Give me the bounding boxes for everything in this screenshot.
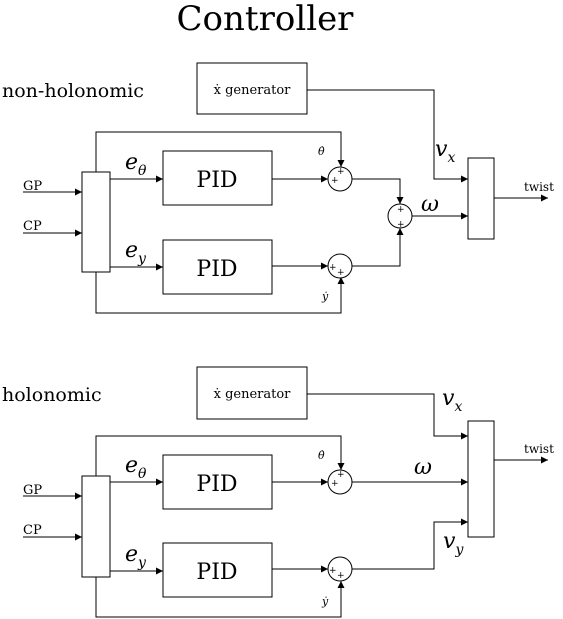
- pid-theta-label: PID: [196, 168, 237, 193]
- theta-dot-label: θ̇: [318, 145, 325, 158]
- theta-dot-label: θ̇: [318, 449, 325, 462]
- err-y-label: ey: [125, 238, 147, 267]
- current-pose-label: CP: [23, 219, 42, 234]
- twist-output-label: twist: [524, 442, 554, 456]
- plus-sign: +: [337, 571, 345, 581]
- plus-sign: +: [331, 479, 339, 489]
- holonomic-section: holonomic ẋ generator GP CP PID PID eθ e…: [2, 367, 554, 617]
- plus-sign: +: [337, 167, 345, 177]
- error-block: [82, 172, 110, 272]
- y-dot-label: ẏ: [321, 595, 329, 608]
- generator-label: ẋ generator: [214, 387, 292, 402]
- plus-sign: +: [397, 205, 405, 215]
- twist-mux-block: [468, 421, 494, 537]
- vy-label: vy: [443, 529, 464, 558]
- section-label: non-holonomic: [2, 80, 144, 102]
- plus-sign: +: [397, 220, 405, 230]
- omega-label: ω: [414, 455, 432, 480]
- current-pose-label: CP: [23, 523, 42, 538]
- pid-y-label: PID: [196, 257, 237, 282]
- twist-mux-block: [468, 158, 494, 239]
- vx-label: vx: [442, 386, 462, 415]
- y-dot-label: ẏ: [321, 290, 329, 303]
- non-holonomic-section: non-holonomic ẋ generator GP CP PID PID …: [2, 63, 554, 313]
- omega-label: ω: [421, 192, 439, 217]
- plus-sign: +: [329, 263, 337, 273]
- pid-y-label: PID: [196, 560, 237, 585]
- err-theta-label: eθ: [125, 453, 147, 482]
- diagram-title: Controller: [177, 0, 355, 39]
- vx-arrow: [307, 90, 468, 179]
- twist-output-label: twist: [524, 180, 554, 194]
- plus-sign: +: [329, 566, 337, 576]
- pid-theta-label: PID: [196, 472, 237, 497]
- y-sum-out: [352, 228, 400, 266]
- error-block: [82, 476, 110, 577]
- plus-sign: +: [337, 470, 345, 480]
- generator-label: ẋ generator: [214, 83, 292, 98]
- vx-label: vx: [435, 137, 455, 166]
- plus-sign: +: [337, 268, 345, 278]
- section-label: holonomic: [2, 384, 102, 406]
- plus-sign: +: [331, 176, 339, 186]
- err-theta-label: eθ: [125, 150, 147, 179]
- err-y-label: ey: [125, 542, 147, 571]
- theta-sum-out: [352, 179, 400, 204]
